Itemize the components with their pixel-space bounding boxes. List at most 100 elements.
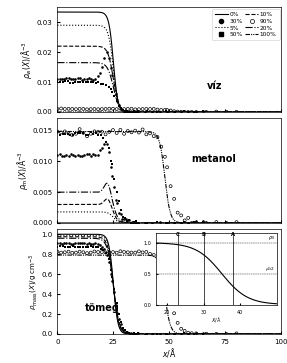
Point: [89, 153, 93, 159]
Point: [119, 106, 123, 111]
Point: [55, 244, 60, 250]
Point: [125, 330, 129, 335]
Point: [100, 129, 104, 135]
Point: [86, 152, 91, 158]
Point: [58, 132, 62, 138]
Point: [101, 81, 106, 86]
Point: [78, 79, 83, 85]
Point: [164, 220, 168, 226]
Point: [127, 330, 131, 336]
Point: [93, 76, 98, 82]
Point: [115, 106, 119, 112]
Point: [98, 242, 102, 248]
Point: [66, 76, 71, 81]
Point: [179, 331, 184, 337]
Point: [100, 64, 104, 70]
Point: [118, 106, 123, 111]
Point: [115, 130, 119, 136]
Point: [172, 331, 176, 337]
Point: [125, 108, 129, 114]
Point: [94, 80, 98, 86]
Point: [136, 109, 140, 114]
Point: [77, 126, 82, 132]
Point: [78, 244, 83, 250]
Point: [173, 220, 177, 226]
Point: [81, 106, 86, 112]
Point: [81, 130, 86, 136]
Point: [96, 79, 101, 85]
Point: [148, 130, 152, 136]
Point: [162, 107, 167, 113]
Point: [98, 147, 102, 153]
Point: [80, 153, 84, 159]
Point: [88, 79, 93, 85]
Text: tömeg: tömeg: [85, 303, 120, 313]
Point: [70, 243, 75, 249]
Point: [127, 330, 132, 336]
Point: [71, 76, 75, 82]
Point: [85, 133, 89, 139]
Point: [186, 215, 191, 221]
Point: [57, 151, 62, 156]
Point: [103, 249, 108, 255]
Point: [224, 109, 229, 115]
Point: [109, 271, 113, 277]
Point: [155, 107, 160, 113]
Point: [117, 210, 121, 216]
Point: [84, 241, 89, 246]
Point: [193, 109, 198, 115]
Point: [86, 244, 90, 250]
Point: [179, 212, 183, 218]
Point: [100, 249, 104, 255]
Point: [80, 240, 84, 246]
Point: [69, 151, 73, 156]
Point: [131, 330, 136, 336]
Point: [111, 106, 115, 112]
Point: [112, 82, 116, 88]
Point: [96, 249, 100, 255]
Point: [60, 243, 65, 249]
Point: [119, 319, 123, 325]
Point: [154, 331, 159, 337]
Point: [91, 77, 96, 83]
Point: [133, 128, 137, 134]
Point: [154, 220, 159, 225]
Point: [130, 109, 135, 115]
Point: [103, 106, 108, 112]
Point: [109, 65, 113, 71]
Legend: 0%, 30%, 5%, 50%, 10%, 90%, 20%, 100%: 0%, 30%, 5%, 50%, 10%, 90%, 20%, 100%: [212, 9, 280, 40]
Point: [81, 244, 85, 250]
Y-axis label: $\rho_{\rm mass}(X)/{\rm g\ cm}^{-3}$: $\rho_{\rm mass}(X)/{\rm g\ cm}^{-3}$: [28, 253, 40, 310]
Point: [101, 247, 106, 253]
Point: [116, 198, 121, 204]
Point: [63, 244, 67, 250]
Point: [83, 244, 88, 250]
Point: [110, 89, 115, 95]
Point: [117, 316, 121, 322]
Point: [191, 109, 196, 115]
Point: [152, 252, 156, 258]
Point: [94, 244, 98, 250]
Point: [75, 130, 80, 136]
Point: [106, 259, 111, 265]
Point: [193, 330, 198, 336]
Point: [127, 217, 131, 223]
Point: [143, 220, 148, 226]
Point: [172, 109, 176, 115]
Point: [106, 84, 111, 90]
Point: [129, 106, 134, 112]
Point: [60, 79, 65, 85]
Point: [109, 164, 113, 170]
Point: [121, 107, 125, 113]
Point: [68, 80, 73, 86]
Point: [55, 129, 60, 135]
Point: [121, 214, 125, 220]
Point: [88, 131, 93, 137]
Point: [194, 220, 199, 226]
Point: [128, 109, 133, 115]
Point: [102, 141, 107, 147]
Point: [148, 251, 152, 257]
Point: [60, 241, 64, 247]
Point: [136, 109, 140, 115]
Point: [173, 109, 177, 115]
